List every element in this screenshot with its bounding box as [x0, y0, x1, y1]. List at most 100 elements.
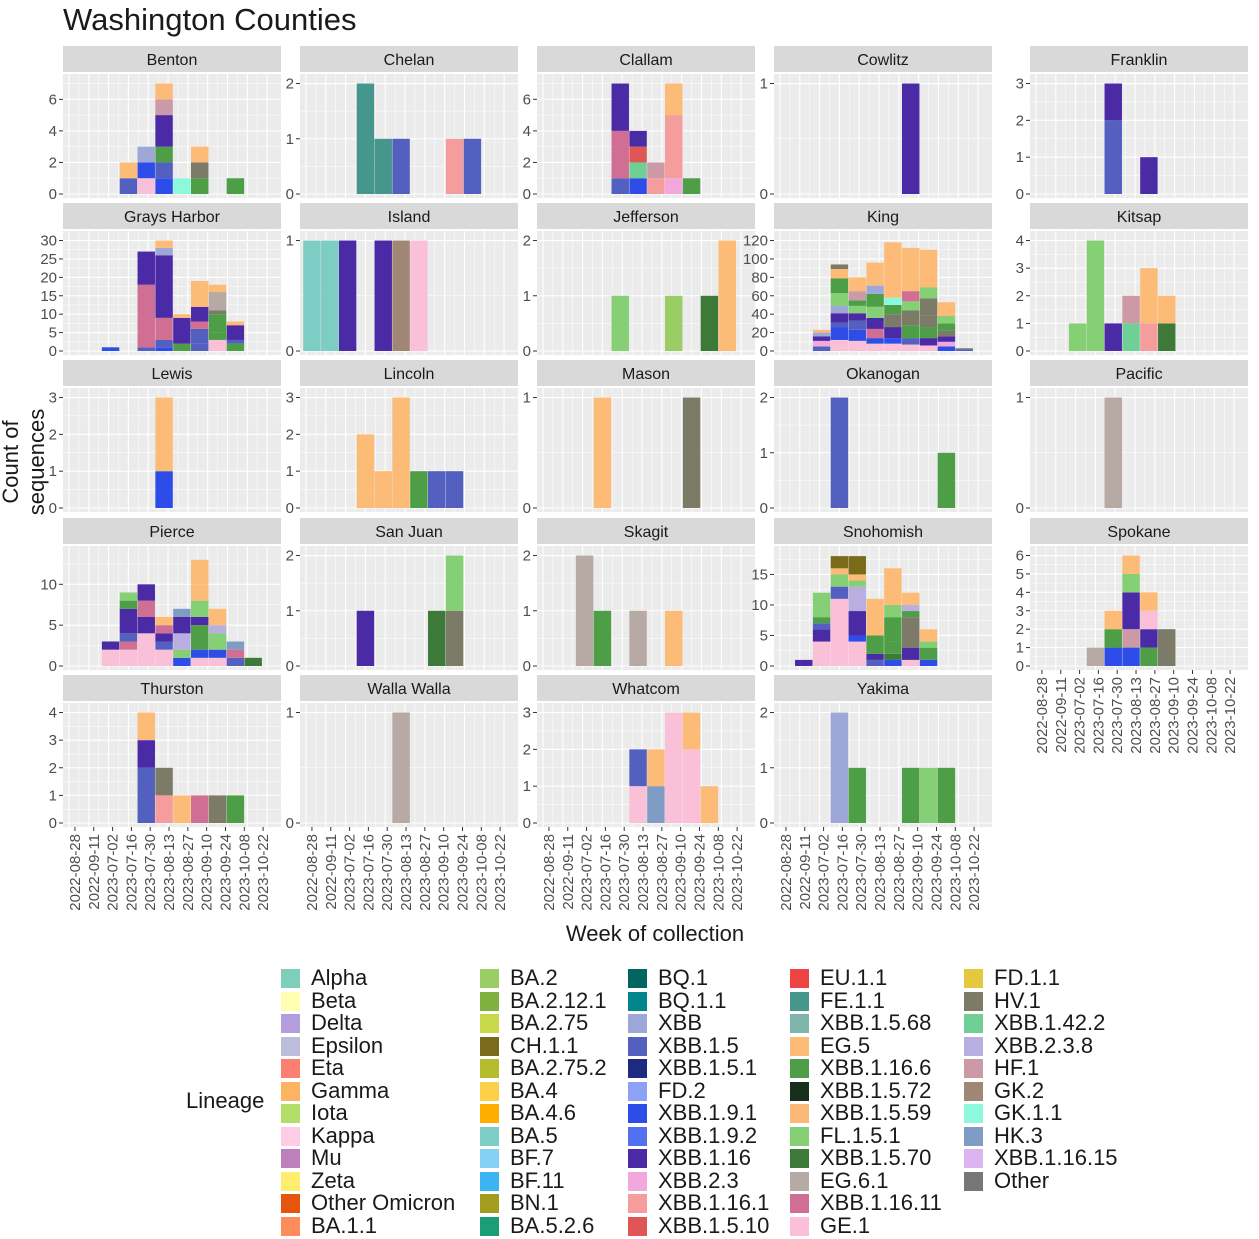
y-tick-label: 0: [760, 658, 768, 675]
x-tick-label: 2023-10-22: [729, 834, 746, 911]
y-tick-label: 3: [1016, 260, 1024, 277]
x-tick-label: 2023-09-24: [928, 834, 945, 911]
bar-segment: [208, 314, 227, 333]
y-tick-label: 0: [286, 186, 294, 203]
y-tick-label: 100: [743, 251, 768, 268]
bar-segment: [226, 795, 245, 823]
bar-segment: [919, 629, 938, 642]
bar-segment: [392, 712, 410, 823]
bar-segment: [137, 284, 155, 348]
bar-segment: [866, 293, 884, 307]
legend-swatch: [628, 1126, 647, 1146]
y-tick-label: 10: [40, 576, 57, 593]
bar-segment: [884, 343, 902, 351]
legend-label: XBB.1.5: [658, 1032, 739, 1058]
y-tick-label: 5: [49, 617, 57, 634]
bar-segment: [848, 586, 866, 612]
legend-label: BQ.1.1: [658, 987, 727, 1013]
y-tick-label: 5: [1016, 566, 1024, 583]
legend-swatch: [790, 1126, 809, 1146]
panel-background: [774, 74, 992, 198]
bar-segment: [665, 178, 683, 194]
legend-label: XBB.1.16.6: [820, 1055, 932, 1080]
bar-segment: [392, 138, 410, 194]
facet-strip: [774, 46, 992, 72]
legend-label: XBB.1.9.2: [658, 1122, 758, 1148]
bar-segment: [884, 659, 902, 666]
legend-label: BF.7: [510, 1145, 555, 1170]
y-tick-label: 2: [760, 705, 768, 722]
bar-segment: [866, 262, 884, 286]
x-tick-label: 2022-08-28: [541, 834, 558, 911]
bar-segment: [919, 287, 938, 299]
x-tick-label: 2023-10-22: [492, 834, 509, 911]
bar-segment: [155, 339, 173, 348]
bar-segment: [445, 138, 464, 194]
bar-segment: [830, 313, 849, 323]
facet-strip-label: Mason: [622, 366, 670, 383]
bar-segment: [155, 255, 173, 318]
bar-segment: [1104, 629, 1122, 648]
y-axis-label: Count of sequences: [0, 408, 49, 516]
y-tick-label: 4: [49, 123, 57, 140]
bar-segment: [848, 300, 866, 306]
bar-segment: [902, 310, 920, 326]
bar-segment: [137, 162, 155, 179]
legend-swatch: [628, 1036, 647, 1056]
legend-label: XBB.2.3: [658, 1167, 739, 1193]
bar-segment: [392, 240, 410, 351]
legend-swatch: [790, 1036, 809, 1056]
panel-background: [537, 388, 755, 512]
bar-segment: [830, 327, 849, 340]
bar-segment: [1122, 555, 1140, 574]
bar-segment: [119, 162, 138, 179]
bar-segment: [208, 284, 227, 293]
x-tick-label: 2023-07-30: [379, 834, 396, 911]
legend-swatch: [281, 1171, 300, 1191]
legend-swatch: [480, 1216, 499, 1236]
bar-segment: [919, 338, 938, 346]
y-tick-label: 5: [760, 627, 768, 644]
x-tick-label: 2023-09-10: [1166, 677, 1183, 754]
facet-strip-label: Cowlitz: [857, 52, 909, 69]
bar-segment: [173, 314, 191, 318]
bar-segment: [1086, 647, 1105, 666]
facet-strip-label: Franklin: [1111, 52, 1168, 69]
bar-segment: [665, 83, 683, 116]
legend-swatch: [790, 1171, 809, 1191]
bar-segment: [937, 767, 956, 823]
facet-skagit: Skagit 0 1 2: [523, 518, 755, 675]
facet-strip: [537, 675, 755, 701]
bar-segment: [902, 344, 920, 351]
bar-segment: [848, 641, 866, 666]
y-tick-label: 1: [1016, 149, 1024, 166]
facet-strip-label: Thurston: [140, 681, 203, 698]
facet-strip-label: Island: [388, 209, 431, 226]
facet-chelan: Chelan 0 1 2: [286, 46, 518, 203]
panel-background: [774, 388, 992, 512]
bar-segment: [812, 336, 831, 341]
y-tick-label: 0: [49, 658, 57, 675]
bar-segment: [410, 240, 428, 351]
bar-segment: [830, 322, 849, 328]
bar-segment: [884, 568, 902, 605]
x-tick-label: 2023-09-10: [910, 834, 927, 911]
legend-swatch: [628, 1171, 647, 1191]
legend-label: BA.4: [510, 1077, 558, 1103]
legend-label: GK.1.1: [994, 1100, 1063, 1125]
bar-segment: [647, 162, 665, 179]
bar-segment: [155, 347, 173, 351]
facet-strip: [1030, 46, 1248, 72]
x-tick-label: 2023-09-24: [1184, 677, 1201, 754]
bar-segment: [919, 767, 938, 823]
bar-segment: [830, 339, 849, 351]
y-tick-label: 2: [523, 154, 531, 171]
bar-segment: [629, 162, 647, 179]
x-tick-label: 2022-09-11: [560, 834, 577, 910]
legend-label: XBB.1.5.10: [658, 1212, 770, 1238]
bar-segment: [191, 162, 209, 179]
y-tick-label: 120: [743, 233, 768, 250]
x-tick-label: 2022-08-28: [1034, 677, 1051, 754]
